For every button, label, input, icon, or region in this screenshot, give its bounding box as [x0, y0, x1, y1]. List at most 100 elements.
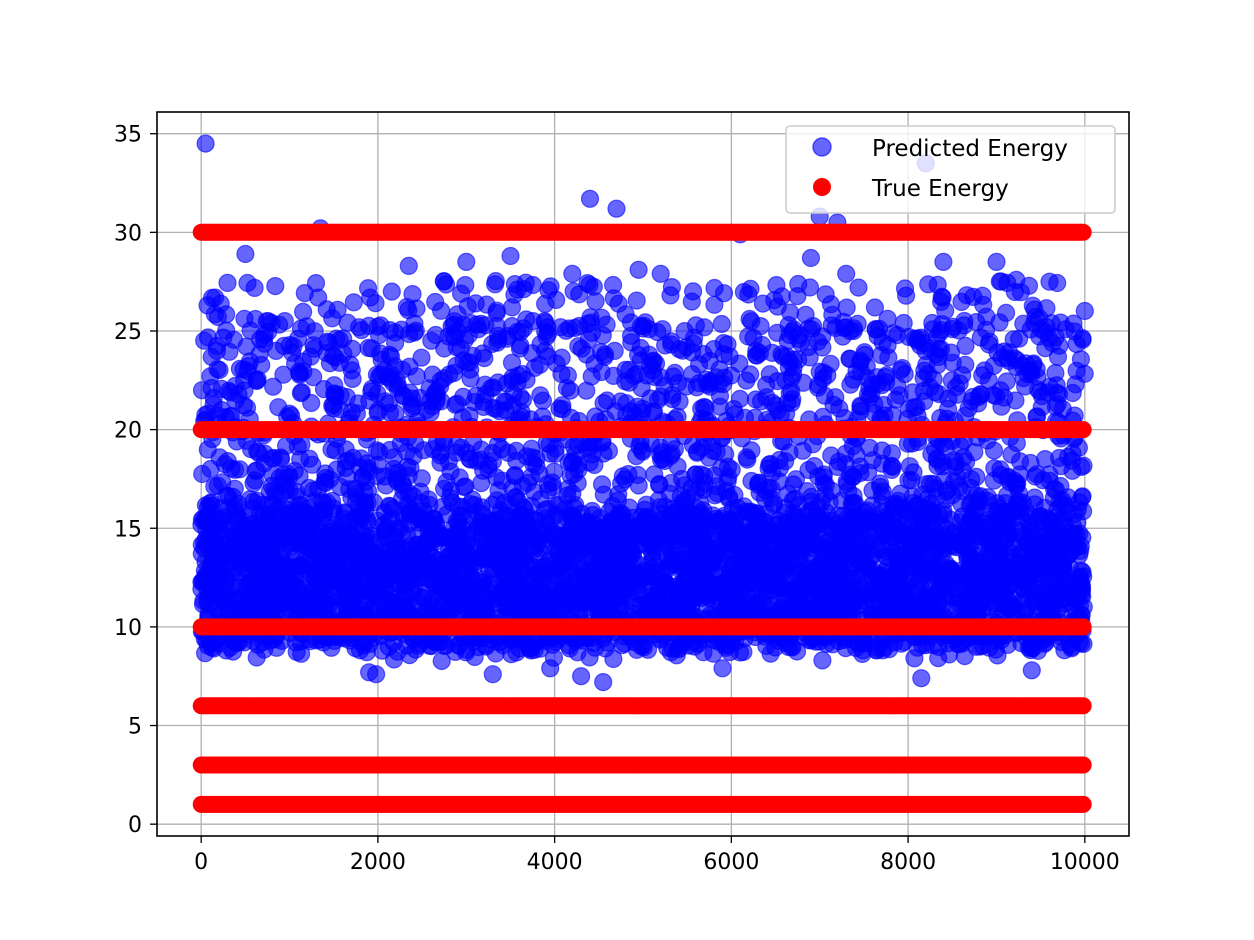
predicted-energy-point — [932, 287, 951, 306]
predicted-energy-point — [629, 476, 648, 495]
predicted-energy-point — [991, 381, 1010, 400]
predicted-energy-point — [448, 305, 467, 324]
predicted-energy-point — [883, 457, 902, 476]
predicted-energy-point — [609, 485, 628, 504]
predicted-energy-point — [218, 273, 237, 292]
predicted-energy-point — [198, 440, 217, 459]
predicted-energy-point — [1019, 276, 1039, 295]
predicted-energy-point — [768, 297, 787, 316]
predicted-energy-point — [543, 473, 562, 492]
predicted-energy-point — [581, 308, 600, 327]
predicted-energy-point — [523, 275, 543, 295]
predicted-energy-point — [627, 291, 646, 310]
predicted-energy-point — [448, 529, 467, 548]
predicted-energy-point — [350, 503, 369, 522]
predicted-energy-point — [448, 322, 467, 341]
predicted-energy-point — [452, 284, 471, 303]
predicted-energy-point — [973, 366, 992, 385]
predicted-energy-point — [201, 367, 220, 386]
predicted-energy-point — [848, 314, 867, 333]
predicted-energy-point — [864, 512, 883, 531]
predicted-energy-point — [715, 368, 734, 387]
predicted-energy-point — [775, 499, 795, 518]
predicted-energy-point — [437, 472, 456, 492]
predicted-energy-point — [661, 286, 680, 305]
predicted-energy-point — [280, 404, 299, 423]
predicted-energy-point — [350, 458, 369, 477]
predicted-energy-point — [1032, 387, 1052, 406]
predicted-energy-point — [914, 381, 933, 400]
predicted-energy-point — [564, 553, 584, 572]
predicted-energy-point — [397, 442, 416, 461]
predicted-energy-point — [368, 403, 387, 422]
predicted-energy-point — [569, 337, 588, 356]
predicted-energy-point — [796, 305, 815, 324]
predicted-energy-point — [974, 295, 993, 314]
predicted-energy-point — [643, 361, 663, 380]
predicted-energy-point — [833, 327, 852, 346]
predicted-energy-point — [991, 460, 1010, 479]
predicted-energy-point — [998, 635, 1017, 655]
predicted-energy-point — [704, 644, 723, 663]
predicted-energy-point — [432, 651, 451, 671]
predicted-energy-point — [224, 330, 244, 349]
predicted-energy-point — [217, 305, 236, 324]
predicted-energy-point — [1073, 330, 1092, 349]
predicted-energy-point — [203, 288, 222, 307]
predicted-energy-point — [225, 479, 244, 498]
predicted-energy-point — [845, 522, 864, 541]
predicted-energy-point — [1035, 450, 1055, 469]
predicted-energy-point — [434, 272, 453, 291]
predicted-energy-point — [583, 445, 602, 464]
predicted-energy-point — [719, 468, 738, 487]
predicted-energy-point — [1072, 576, 1091, 595]
predicted-energy-point — [344, 293, 363, 312]
predicted-energy-point — [904, 493, 923, 513]
predicted-energy-point — [894, 584, 913, 603]
predicted-energy-point — [767, 276, 786, 295]
predicted-energy-point — [906, 597, 925, 617]
predicted-energy-point — [386, 334, 405, 353]
predicted-energy-point — [421, 392, 440, 411]
predicted-energy-point — [412, 348, 431, 367]
predicted-energy-point — [368, 384, 387, 403]
predicted-energy-point — [1009, 329, 1029, 348]
predicted-energy-point — [772, 535, 791, 554]
predicted-energy-point — [466, 294, 485, 313]
predicted-energy-point — [1025, 558, 1045, 577]
predicted-energy-point — [627, 640, 646, 659]
predicted-energy-point — [744, 328, 763, 348]
predicted-energy-point — [506, 488, 525, 507]
predicted-energy-point — [195, 331, 214, 350]
predicted-energy-point — [211, 589, 230, 608]
predicted-energy-point — [816, 475, 835, 495]
predicted-energy-point — [954, 448, 973, 467]
predicted-energy-point — [384, 459, 403, 479]
predicted-energy-point — [592, 475, 612, 494]
predicted-energy-point — [352, 321, 371, 340]
predicted-energy-point — [899, 327, 918, 347]
predicted-energy-point — [531, 335, 550, 354]
predicted-energy-point — [865, 298, 885, 317]
predicted-energy-point — [347, 404, 366, 423]
predicted-energy-point — [720, 642, 740, 662]
predicted-energy-point — [950, 477, 969, 496]
predicted-energy-point — [306, 274, 326, 293]
predicted-energy-point — [673, 341, 692, 360]
predicted-energy-point — [700, 351, 719, 370]
predicted-energy-point — [995, 342, 1014, 361]
predicted-energy-point — [487, 301, 506, 320]
predicted-energy-point — [692, 399, 711, 418]
predicted-energy-point — [394, 476, 413, 495]
predicted-energy-point — [712, 518, 731, 537]
predicted-energy-point — [1014, 369, 1033, 388]
predicted-energy-point — [858, 463, 878, 482]
predicted-energy-point — [531, 386, 550, 405]
predicted-energy-point — [378, 590, 397, 609]
predicted-energy-point — [808, 378, 828, 397]
predicted-energy-point — [797, 482, 817, 501]
predicted-energy-point — [855, 345, 874, 364]
predicted-energy-point — [595, 347, 614, 366]
predicted-energy-point — [631, 338, 650, 358]
